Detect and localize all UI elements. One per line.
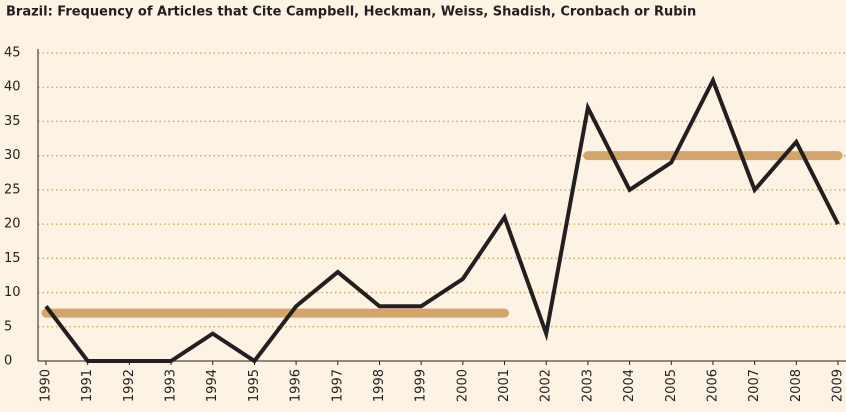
x-tick-label: 2005 — [664, 369, 679, 402]
x-tick-label: 2002 — [539, 369, 554, 402]
x-tick-label: 1996 — [289, 369, 304, 402]
x-tick-label: 2007 — [747, 369, 762, 402]
y-tick-label: 5 — [4, 319, 12, 334]
x-tick-label: 2004 — [622, 369, 637, 402]
y-tick-label: 35 — [4, 114, 21, 129]
x-tick-label: 2001 — [497, 369, 512, 402]
x-tick-label: 2009 — [831, 369, 846, 402]
y-tick-label: 45 — [4, 46, 21, 61]
x-tick-label: 1994 — [205, 369, 220, 402]
x-tick-label: 2006 — [705, 369, 720, 402]
y-tick-label: 10 — [4, 285, 21, 300]
x-tick-label: 2008 — [789, 369, 804, 402]
x-tick-label: 1990 — [39, 369, 54, 402]
x-tick-label: 1995 — [247, 369, 262, 402]
y-tick-label: 20 — [4, 217, 21, 232]
x-tick-label: 2003 — [580, 369, 595, 402]
data-line — [44, 75, 840, 364]
x-tick-label: 1998 — [372, 369, 387, 402]
x-tick-label: 1992 — [122, 369, 137, 402]
x-tick-label: 1997 — [330, 369, 345, 402]
y-tick-label: 0 — [4, 354, 12, 369]
x-tick-label: 2000 — [455, 369, 470, 402]
chart-title: Brazil: Frequency of Articles that Cite … — [6, 5, 696, 20]
y-tick-label: 25 — [4, 182, 21, 197]
y-tick-label: 15 — [4, 251, 21, 266]
y-tick-label: 40 — [4, 80, 21, 95]
y-tick-label: 30 — [4, 148, 21, 163]
x-tick-label: 1993 — [164, 369, 179, 402]
x-tick-label: 1991 — [80, 369, 95, 402]
x-tick-label: 1999 — [414, 369, 429, 402]
